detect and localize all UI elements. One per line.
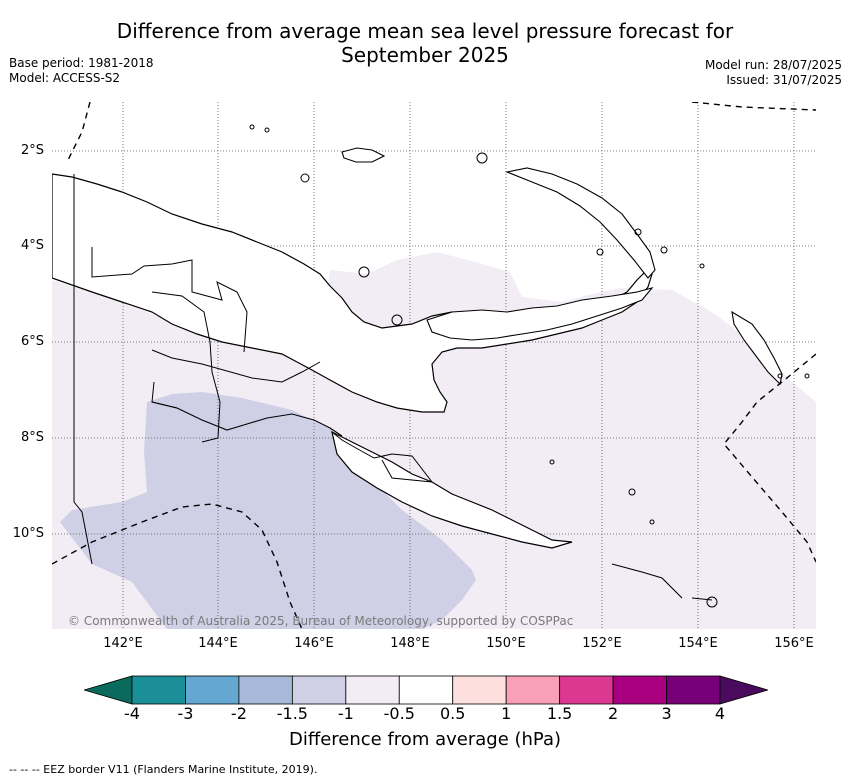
new-guinea-coastline	[52, 173, 653, 413]
colorbar-tick-label: 4	[714, 704, 726, 723]
eez-footnote: -- -- -- EEZ border V11 (Flanders Marine…	[9, 763, 318, 776]
colorbar-tick-label: -2	[230, 704, 247, 723]
colorbar-segment	[398, 675, 454, 705]
colorbar-tick-label: -0.5	[383, 704, 415, 723]
small-islands	[249, 124, 810, 608]
province-borders	[73, 174, 434, 565]
louisiade-islands	[611, 563, 713, 601]
colorbar-tick-label: 1.5	[546, 704, 573, 723]
lon-label: 148°E	[390, 636, 430, 651]
lon-label: 150°E	[486, 636, 526, 651]
title-line-2: September 2025	[341, 43, 509, 67]
new-britain-island	[426, 287, 654, 341]
lon-label: 154°E	[678, 636, 718, 651]
lat-label: 4°S	[20, 238, 44, 253]
eez-borders	[52, 102, 816, 629]
colorbar-tick-label: 1	[501, 704, 512, 723]
colorbar-under-triangle	[82, 675, 133, 705]
colorbar-segment	[238, 675, 293, 705]
lat-label: 6°S	[20, 334, 44, 349]
lon-label: 146°E	[294, 636, 334, 651]
copyright-notice: © Commonwealth of Australia 2025, Bureau…	[68, 614, 574, 628]
colorbar-tick-label: -4	[124, 704, 140, 723]
lat-label: 10°S	[12, 526, 44, 541]
lon-label: 144°E	[198, 636, 238, 651]
colorbar-segment	[345, 675, 400, 705]
graticule	[52, 102, 816, 629]
lon-label: 142°E	[103, 636, 143, 651]
model-name: Model: ACCESS-S2	[9, 71, 121, 85]
map-svg	[52, 102, 816, 629]
colorbar-segment	[559, 675, 614, 705]
model-run: Model run: 28/07/2025	[704, 58, 842, 72]
papuan-peninsula-coastline	[331, 430, 573, 549]
map-title: Difference from average mean sea level p…	[0, 19, 850, 67]
new-ireland-island	[505, 167, 656, 279]
colorbar-segment	[291, 675, 347, 705]
colorbar-segment	[452, 675, 507, 705]
colorbar-segment	[666, 675, 721, 705]
map-area	[52, 102, 816, 629]
colorbar-title: Difference from average (hPa)	[288, 729, 562, 750]
colorbar-segment	[185, 675, 240, 705]
colorbar-tick-label: -3	[177, 704, 194, 723]
colorbar	[82, 674, 770, 706]
anomaly-region-medium	[60, 392, 476, 629]
colorbar-tick-label: -1.5	[276, 704, 308, 723]
manus-island	[341, 147, 386, 163]
run-info: Model run: 28/07/2025 Issued: 31/07/2025	[705, 58, 842, 88]
colorbar-tick-label: 0.5	[439, 704, 466, 723]
colorbar-segment	[131, 675, 186, 705]
gulf-coastline	[151, 401, 343, 437]
colorbar-tick-label: 3	[661, 704, 672, 723]
lon-label: 152°E	[582, 636, 622, 651]
model-info: Base period: 1981-2018 Model: ACCESS-S2	[9, 56, 154, 86]
colorbar-segment	[612, 675, 667, 705]
colorbar-tick-label: -1	[337, 704, 354, 723]
issued-date: Issued: 31/07/2025	[726, 73, 842, 87]
title-line-1: Difference from average mean sea level p…	[116, 19, 734, 43]
colorbar-segment	[505, 675, 561, 705]
colorbar-over-triangle	[719, 675, 770, 705]
colorbar-tick-label: 2	[607, 704, 619, 723]
colorbar-svg	[82, 675, 770, 705]
base-period: Base period: 1981-2018	[9, 56, 154, 70]
lat-label: 2°S	[20, 143, 44, 158]
lat-label: 8°S	[20, 430, 44, 445]
lon-label: 156°E	[774, 636, 814, 651]
